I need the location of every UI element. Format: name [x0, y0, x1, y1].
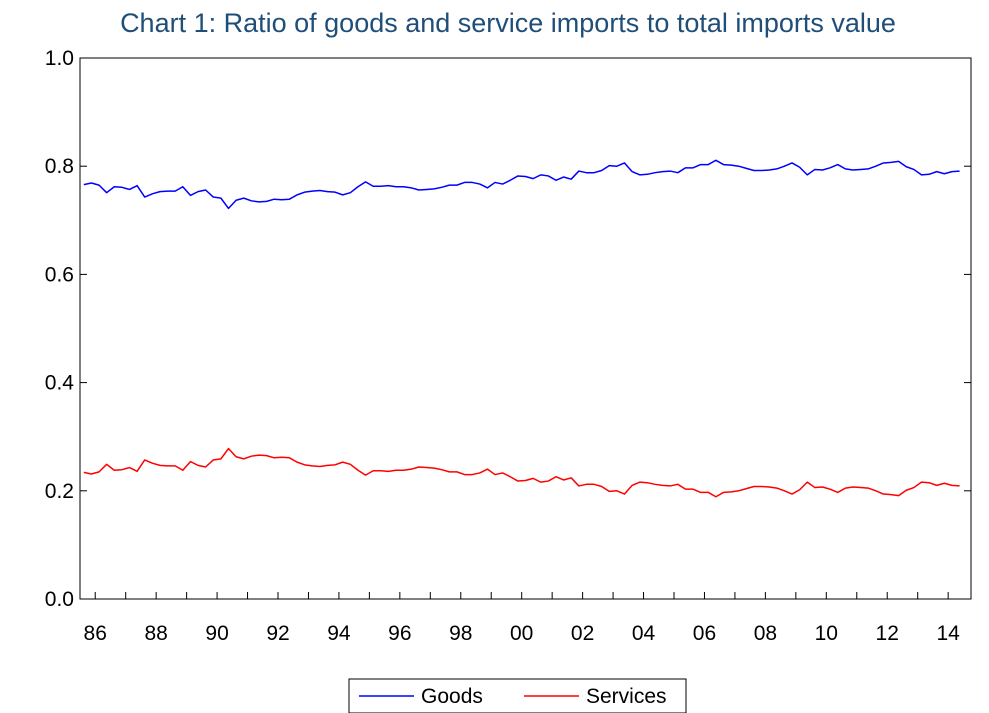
x-tick-label: 88 [144, 622, 167, 645]
x-axis: 86 88 90 92 94 96 98 00 02 04 06 08 10 12 14 [84, 592, 960, 645]
x-tick-label: 04 [632, 622, 656, 645]
x-tick-label: 08 [754, 622, 777, 645]
chart-title: Chart 1: Ratio of goods and service impo… [120, 8, 896, 38]
y-tick-label: 0.8 [45, 155, 74, 178]
x-tick-label: 96 [388, 622, 411, 645]
x-tick-label: 90 [205, 622, 228, 645]
x-tick-label: 86 [84, 622, 107, 645]
y-tick-label: 0.0 [45, 588, 74, 611]
x-tick-label: 92 [266, 622, 289, 645]
x-tick-label: 14 [936, 622, 960, 645]
y-tick-label: 0.2 [45, 480, 74, 503]
x-tick-label: 12 [876, 622, 899, 645]
x-tick-label: 02 [571, 622, 594, 645]
y-axis: 0.0 0.2 0.4 0.6 0.8 1.0 [45, 47, 971, 611]
x-tick-label: 00 [510, 622, 533, 645]
series-line-services [83, 447, 960, 498]
plot-area-frame [79, 57, 972, 600]
legend: Goods Services [348, 678, 687, 713]
y-tick-label: 0.4 [45, 372, 75, 395]
legend-label-goods: Goods [421, 685, 483, 708]
series-layer [83, 159, 960, 498]
x-tick-label: 94 [327, 622, 351, 645]
y-tick-label: 1.0 [45, 47, 74, 70]
series-line-goods [83, 159, 960, 210]
x-tick-label: 10 [815, 622, 838, 645]
x-tick-label: 98 [449, 622, 472, 645]
x-tick-label: 06 [693, 622, 716, 645]
legend-label-services: Services [586, 685, 667, 708]
y-tick-label: 0.6 [45, 263, 74, 286]
legend-box [348, 678, 687, 713]
